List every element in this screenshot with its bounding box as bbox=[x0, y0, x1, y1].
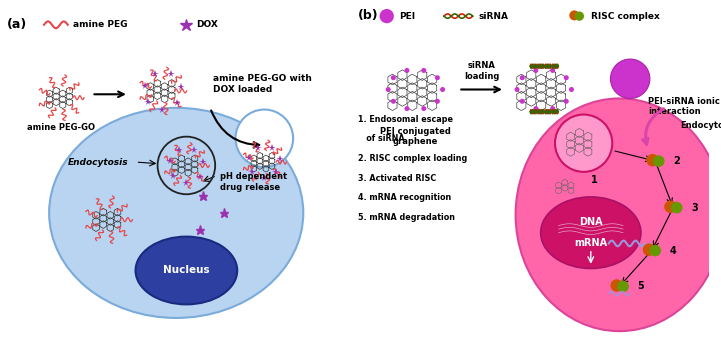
Circle shape bbox=[653, 155, 665, 167]
Text: PEI: PEI bbox=[399, 11, 415, 21]
Circle shape bbox=[564, 75, 569, 80]
Circle shape bbox=[671, 202, 683, 213]
Text: 1: 1 bbox=[591, 175, 598, 185]
Circle shape bbox=[564, 99, 569, 104]
Text: siRNA
loading: siRNA loading bbox=[464, 61, 499, 81]
Text: 4: 4 bbox=[670, 246, 676, 256]
Text: amine PEG-GO with
DOX loaded: amine PEG-GO with DOX loaded bbox=[213, 74, 312, 94]
Text: 4. mRNA recognition: 4. mRNA recognition bbox=[358, 193, 451, 202]
Circle shape bbox=[391, 99, 396, 104]
Text: amine PEG-GO: amine PEG-GO bbox=[27, 123, 95, 132]
Circle shape bbox=[617, 281, 629, 292]
Circle shape bbox=[404, 68, 410, 73]
Text: Nucleus: Nucleus bbox=[163, 266, 210, 276]
Circle shape bbox=[421, 68, 426, 73]
Circle shape bbox=[520, 99, 525, 104]
Circle shape bbox=[550, 106, 555, 111]
Circle shape bbox=[555, 115, 612, 172]
Text: (a): (a) bbox=[6, 18, 27, 31]
Circle shape bbox=[575, 11, 584, 21]
Text: siRNA: siRNA bbox=[478, 11, 508, 21]
Circle shape bbox=[650, 245, 661, 256]
Circle shape bbox=[642, 243, 655, 256]
Text: 3: 3 bbox=[691, 203, 698, 213]
Text: pH dependent
drug release: pH dependent drug release bbox=[221, 172, 288, 192]
Text: Endocytosis: Endocytosis bbox=[681, 121, 721, 130]
Circle shape bbox=[646, 154, 659, 166]
Text: 2: 2 bbox=[673, 156, 680, 166]
Text: 1. Endosomal escape: 1. Endosomal escape bbox=[358, 115, 453, 124]
Circle shape bbox=[569, 87, 574, 92]
Text: (b): (b) bbox=[358, 9, 379, 22]
Text: RISC complex: RISC complex bbox=[590, 11, 660, 21]
Circle shape bbox=[435, 75, 440, 80]
Text: DNA: DNA bbox=[579, 217, 603, 227]
Ellipse shape bbox=[516, 98, 721, 331]
Circle shape bbox=[379, 9, 394, 23]
Text: PEI conjugated
graphene: PEI conjugated graphene bbox=[380, 127, 451, 146]
Circle shape bbox=[440, 87, 445, 92]
Circle shape bbox=[520, 75, 525, 80]
Text: amine PEG: amine PEG bbox=[73, 20, 128, 29]
Text: 5: 5 bbox=[637, 281, 644, 291]
Ellipse shape bbox=[136, 237, 237, 304]
Circle shape bbox=[611, 59, 650, 98]
Circle shape bbox=[664, 200, 677, 213]
Circle shape bbox=[386, 87, 391, 92]
Text: 3. Activated RISC: 3. Activated RISC bbox=[358, 174, 436, 183]
Circle shape bbox=[534, 68, 539, 73]
Text: of siRNA: of siRNA bbox=[358, 134, 404, 143]
Text: 2. RISC complex loading: 2. RISC complex loading bbox=[358, 154, 467, 163]
Circle shape bbox=[236, 110, 293, 167]
Ellipse shape bbox=[541, 197, 641, 268]
Circle shape bbox=[391, 75, 396, 80]
Circle shape bbox=[435, 99, 440, 104]
Text: PEI-siRNA ionic
interaction: PEI-siRNA ionic interaction bbox=[648, 97, 720, 116]
Circle shape bbox=[534, 106, 539, 111]
Circle shape bbox=[550, 68, 555, 73]
Circle shape bbox=[611, 279, 623, 292]
Ellipse shape bbox=[49, 108, 304, 318]
Circle shape bbox=[515, 87, 520, 92]
Text: Endocytosis: Endocytosis bbox=[68, 158, 129, 166]
Text: 5. mRNA degradation: 5. mRNA degradation bbox=[358, 213, 455, 222]
Circle shape bbox=[404, 106, 410, 111]
Text: DOX: DOX bbox=[197, 20, 218, 29]
Circle shape bbox=[421, 106, 426, 111]
Text: mRNA: mRNA bbox=[574, 238, 607, 248]
Circle shape bbox=[570, 10, 580, 20]
